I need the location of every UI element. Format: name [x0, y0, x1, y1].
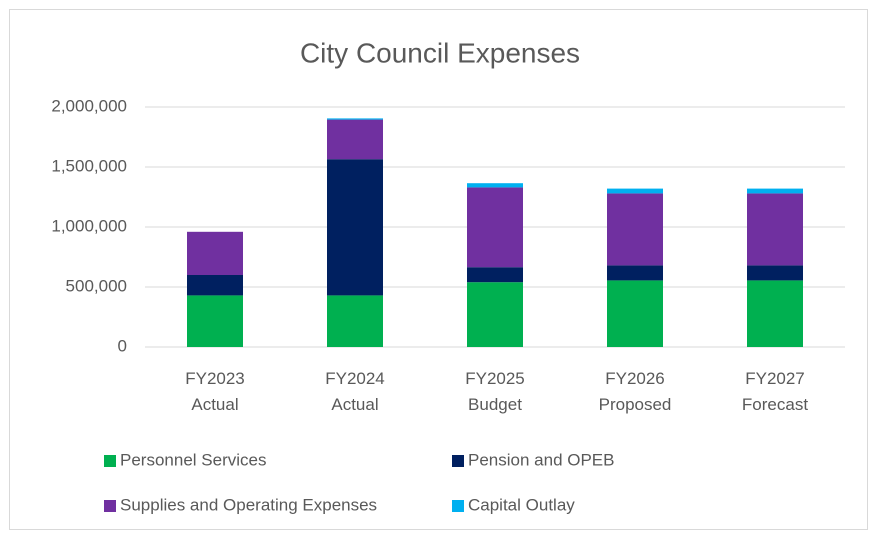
bar-segment [327, 159, 383, 296]
legend-label: Capital Outlay [468, 495, 575, 514]
bar-segment [747, 280, 803, 347]
x-tick-label: FY2025 Budget [465, 369, 525, 414]
y-tick-label: 1,500,000 [51, 156, 127, 175]
bar-segment [607, 280, 663, 347]
legend-swatch [452, 500, 464, 512]
chart-title: City Council Expenses [300, 37, 580, 68]
y-tick-label: 2,000,000 [51, 96, 127, 115]
y-tick-label: 1,000,000 [51, 216, 127, 235]
x-tick-label: FY2027 Forecast [742, 369, 808, 414]
bar-segment [327, 295, 383, 347]
bar-segment [327, 119, 383, 160]
legend-label: Supplies and Operating Expenses [120, 495, 377, 514]
x-tick-label: FY2023 Actual [185, 369, 245, 414]
x-tick-label: FY2024 Actual [325, 369, 385, 414]
bar-segment [467, 282, 523, 347]
bar-segment [747, 193, 803, 266]
legend-swatch [104, 455, 116, 467]
bar-segment [467, 267, 523, 283]
bar-segment [467, 183, 523, 188]
legend-label: Personnel Services [120, 450, 266, 469]
bar-segment [607, 188, 663, 194]
bar-segment [187, 231, 243, 275]
legend-swatch [104, 500, 116, 512]
y-tick-label: 0 [118, 336, 127, 355]
x-tick-label: FY2026 Proposed [599, 369, 672, 414]
bar-segment [187, 295, 243, 347]
bar-segment [607, 265, 663, 281]
legend-label: Pension and OPEB [468, 450, 614, 469]
bar-segment [747, 188, 803, 194]
bar-segment [467, 187, 523, 268]
y-tick-label: 500,000 [66, 276, 127, 295]
chart-border [9, 9, 868, 530]
bar-segment [607, 193, 663, 266]
bar-segment [327, 118, 383, 120]
bar-segment [187, 275, 243, 296]
bar-segment [747, 265, 803, 281]
legend-swatch [452, 455, 464, 467]
